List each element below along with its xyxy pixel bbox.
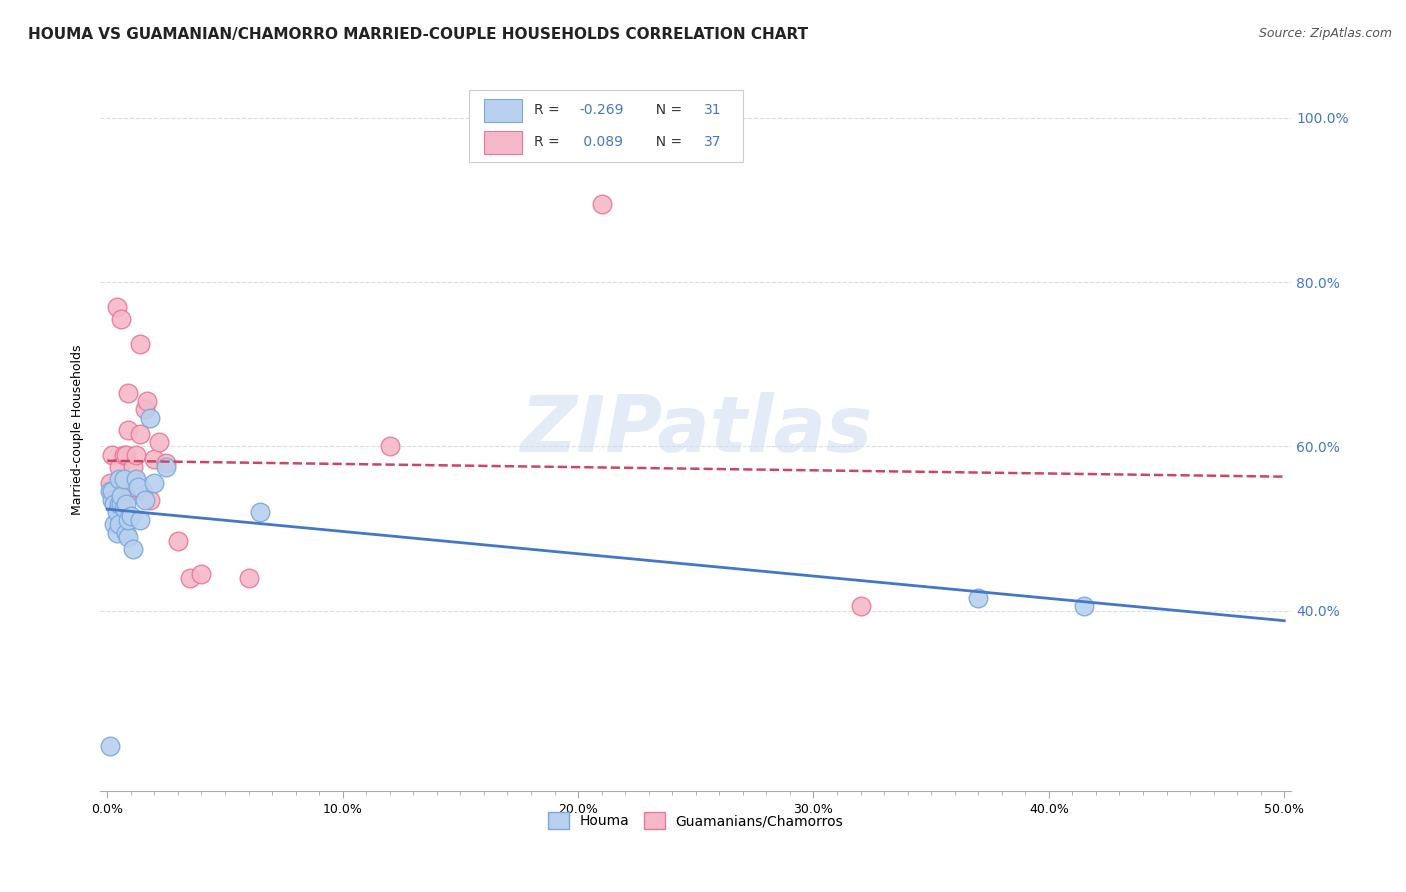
Point: [129, 427, 152, 442]
Point: [129, 336, 152, 351]
Point: [108, 497, 131, 511]
FancyBboxPatch shape: [484, 99, 522, 122]
Point: [179, 571, 201, 585]
Point: [98, 739, 121, 753]
Text: 37: 37: [704, 136, 721, 149]
Point: [120, 480, 142, 494]
Point: [120, 509, 142, 524]
Point: [110, 489, 132, 503]
Text: N =: N =: [647, 136, 686, 149]
Point: [101, 448, 124, 462]
Point: [101, 492, 124, 507]
Point: [117, 513, 139, 527]
Point: [190, 566, 212, 581]
FancyBboxPatch shape: [484, 130, 522, 153]
Point: [101, 484, 124, 499]
Point: [98, 484, 121, 499]
Point: [105, 300, 128, 314]
Point: [591, 197, 613, 211]
Point: [108, 492, 131, 507]
Point: [122, 459, 145, 474]
Text: 31: 31: [704, 103, 721, 118]
Point: [112, 484, 135, 499]
Point: [112, 448, 135, 462]
Point: [105, 525, 128, 540]
Point: [129, 513, 152, 527]
Text: Source: ZipAtlas.com: Source: ZipAtlas.com: [1258, 27, 1392, 40]
Point: [110, 489, 132, 503]
Point: [124, 448, 146, 462]
Point: [115, 489, 138, 503]
Text: 0.089: 0.089: [579, 136, 623, 149]
Point: [138, 410, 160, 425]
Point: [110, 497, 132, 511]
Point: [112, 500, 135, 515]
Point: [131, 484, 153, 499]
Point: [136, 394, 159, 409]
Point: [117, 423, 139, 437]
Point: [108, 459, 131, 474]
Point: [105, 505, 128, 519]
Y-axis label: Married-couple Households: Married-couple Households: [72, 344, 84, 516]
Point: [115, 525, 138, 540]
Point: [122, 541, 145, 556]
Point: [134, 492, 156, 507]
Point: [155, 459, 177, 474]
Point: [112, 489, 135, 503]
Point: [103, 492, 125, 507]
Point: [101, 484, 124, 499]
Point: [98, 476, 121, 491]
Point: [117, 530, 139, 544]
Text: HOUMA VS GUAMANIAN/CHAMORRO MARRIED-COUPLE HOUSEHOLDS CORRELATION CHART: HOUMA VS GUAMANIAN/CHAMORRO MARRIED-COUP…: [28, 27, 808, 42]
Legend: Houma, Guamanians/Chamorros: Houma, Guamanians/Chamorros: [543, 807, 849, 835]
Point: [849, 599, 872, 614]
Text: ZIPatlas: ZIPatlas: [520, 392, 872, 468]
Point: [1073, 599, 1095, 614]
FancyBboxPatch shape: [470, 90, 744, 162]
Point: [115, 448, 138, 462]
Point: [117, 386, 139, 401]
Text: R =: R =: [534, 103, 564, 118]
Point: [134, 402, 156, 417]
Point: [155, 456, 177, 470]
Point: [967, 591, 990, 606]
Point: [238, 571, 260, 585]
Point: [105, 484, 128, 499]
Point: [378, 439, 401, 453]
Point: [148, 435, 170, 450]
Point: [143, 476, 166, 491]
Point: [108, 472, 131, 486]
Point: [167, 533, 190, 548]
Point: [143, 451, 166, 466]
Point: [249, 505, 271, 519]
Point: [110, 312, 132, 326]
Point: [108, 517, 131, 532]
Point: [103, 517, 125, 532]
Text: R =: R =: [534, 136, 564, 149]
Point: [115, 497, 138, 511]
Point: [112, 472, 135, 486]
Point: [124, 472, 146, 486]
Point: [138, 492, 160, 507]
Point: [127, 476, 149, 491]
Point: [103, 497, 125, 511]
Text: N =: N =: [647, 103, 686, 118]
Text: -0.269: -0.269: [579, 103, 623, 118]
Point: [127, 480, 149, 494]
